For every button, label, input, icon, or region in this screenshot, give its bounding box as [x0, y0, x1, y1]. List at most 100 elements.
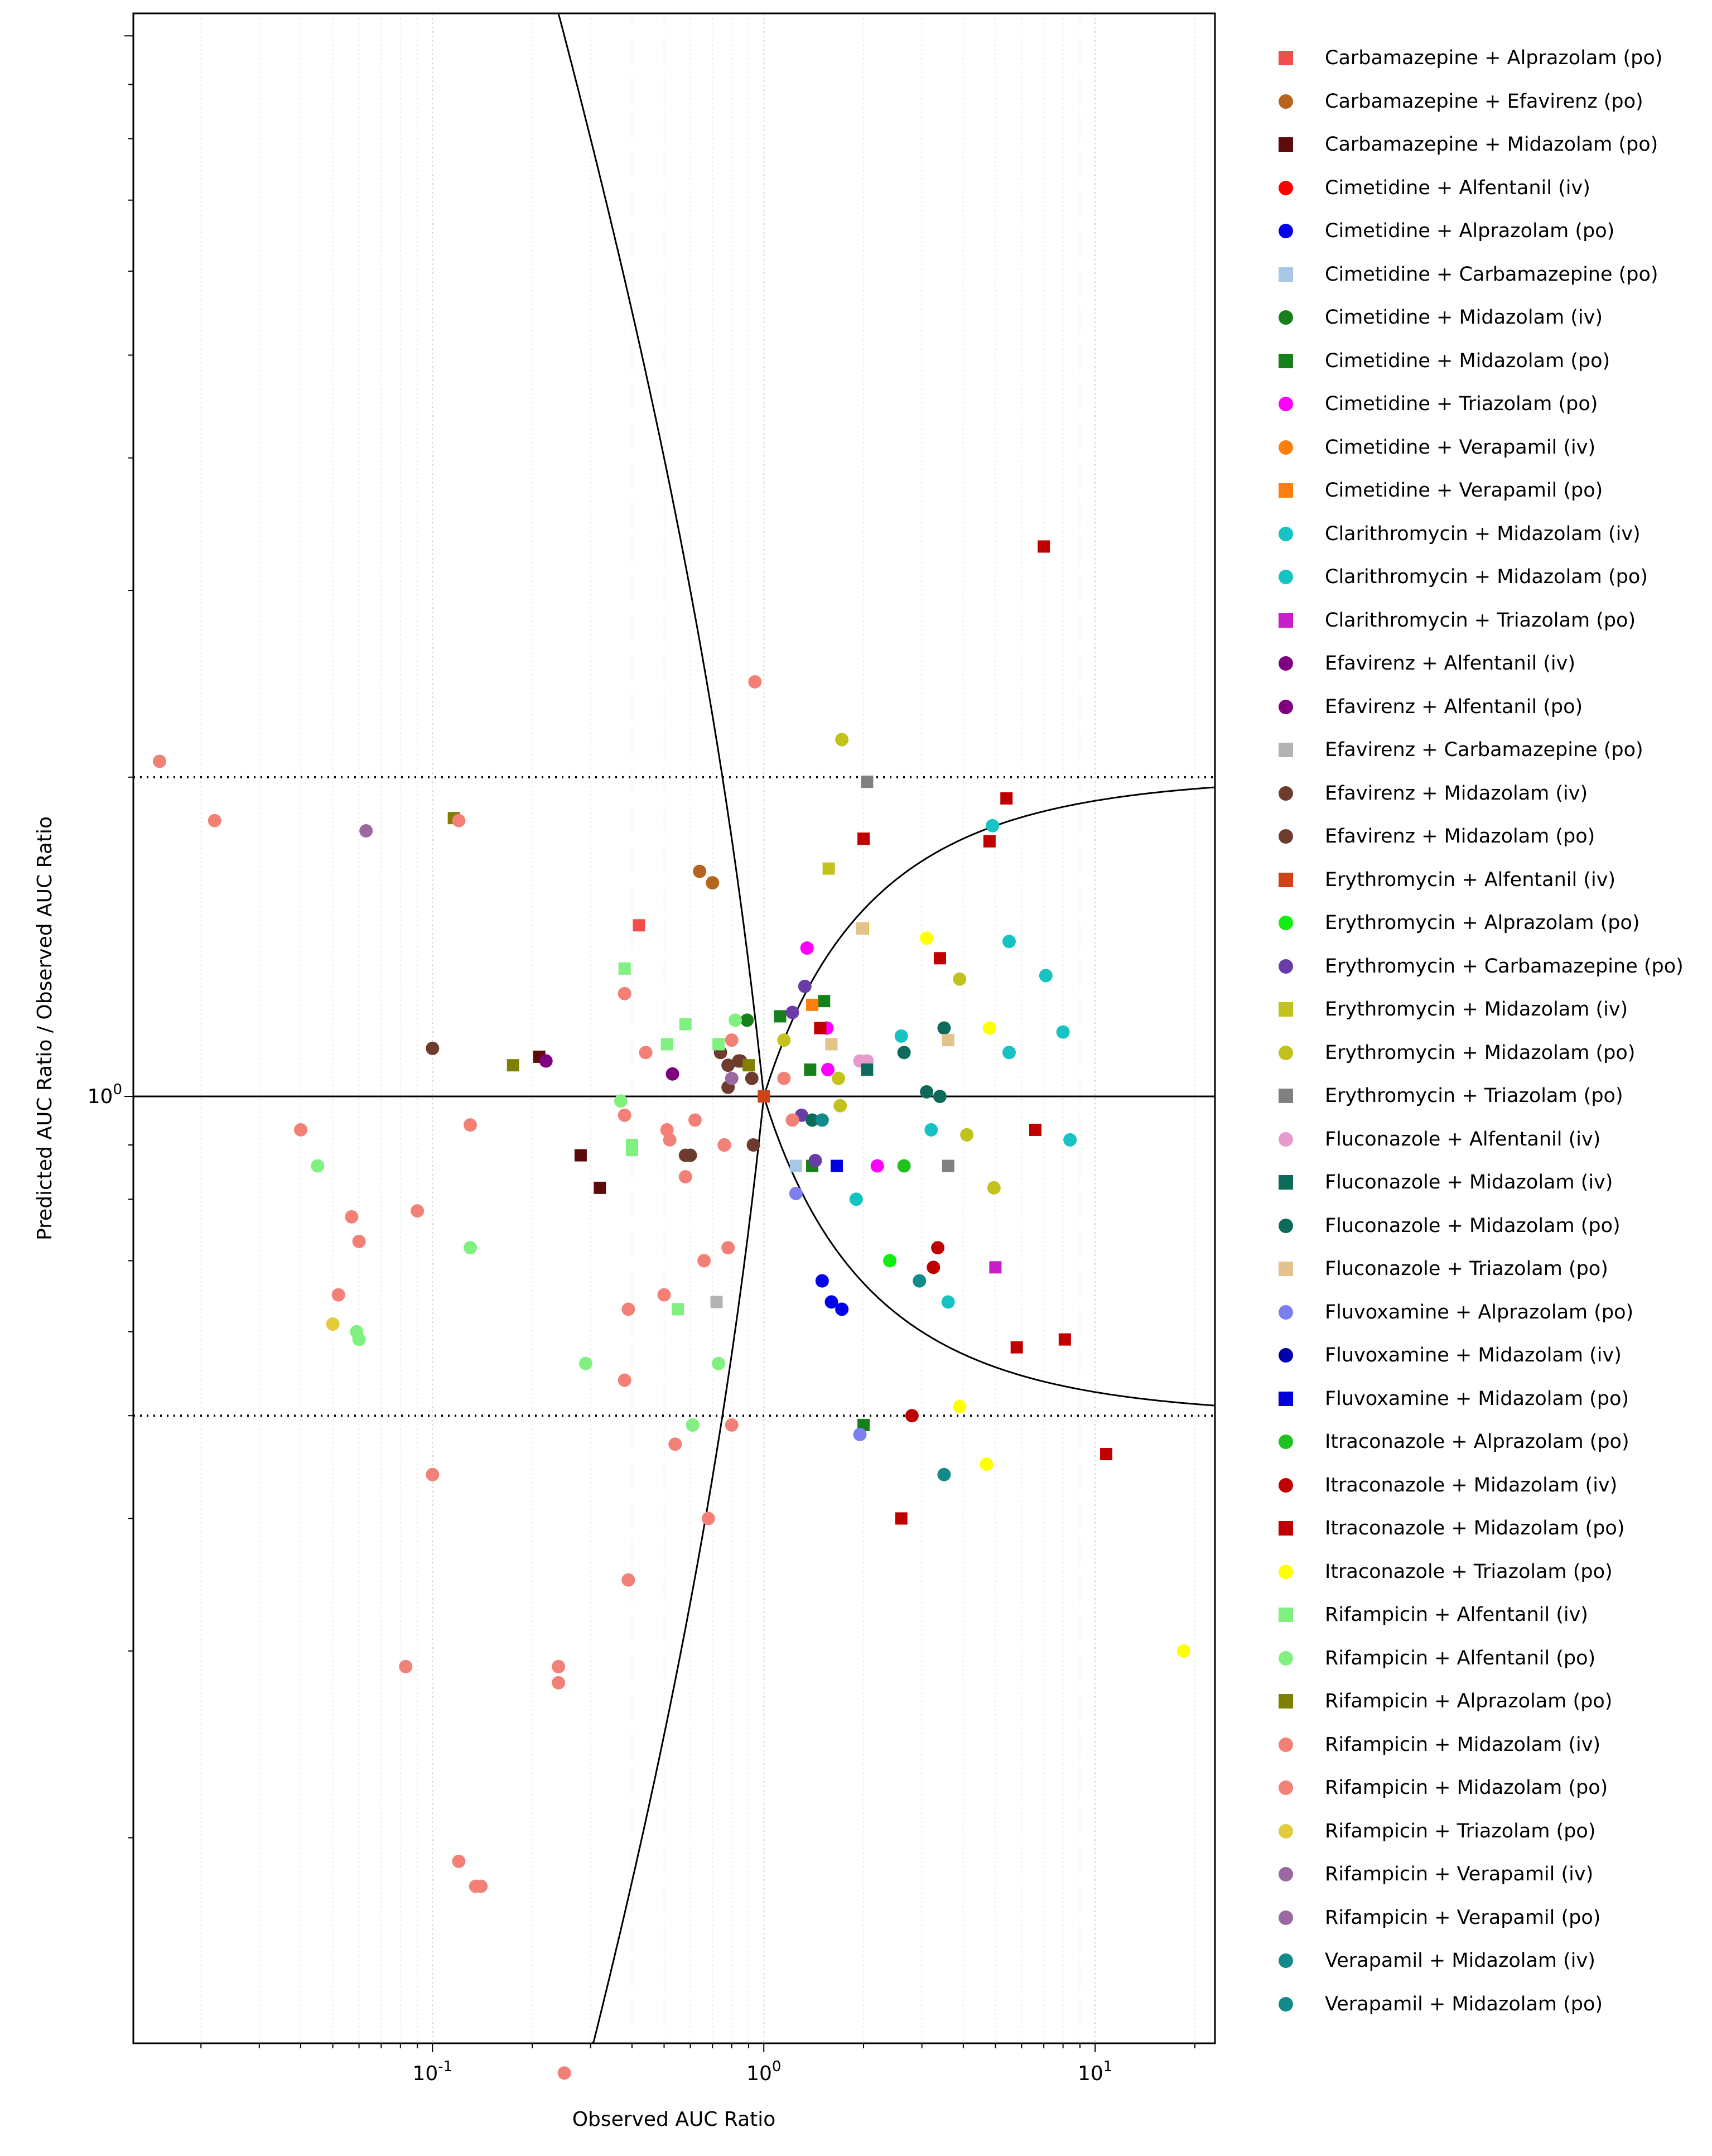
legend-item: Cimetidine + Verapamil (iv): [1266, 431, 1595, 464]
guest-limit-lower: [133, 1096, 1216, 2044]
data-point: [937, 1467, 951, 1481]
data-point: [399, 1659, 413, 1673]
data-point: [774, 1010, 787, 1023]
square-marker-icon: [1279, 743, 1293, 757]
legend-label: Carbamazepine + Efavirenz (po): [1325, 90, 1643, 113]
data-point: [960, 1128, 974, 1142]
data-point: [574, 1149, 587, 1162]
legend-label: Cimetidine + Midazolam (iv): [1325, 306, 1603, 329]
data-point: [426, 1041, 440, 1055]
square-marker-icon: [1279, 872, 1293, 887]
data-point: [725, 1033, 739, 1047]
data-point: [808, 1153, 822, 1167]
legend-item: Cimetidine + Carbamazepine (po): [1266, 258, 1658, 291]
legend-label: Rifampicin + Verapamil (iv): [1325, 1863, 1594, 1885]
data-point: [686, 1418, 700, 1432]
data-point: [748, 675, 762, 689]
legend-label: Cimetidine + Alfentanil (iv): [1325, 176, 1590, 199]
circle-marker-icon: [1279, 310, 1293, 325]
legend-label: Rifampicin + Triazolam (po): [1325, 1820, 1596, 1842]
data-point: [452, 814, 466, 827]
circle-marker-icon: [1279, 1478, 1293, 1493]
circle-marker-icon: [1279, 397, 1293, 411]
data-point: [1100, 1448, 1113, 1461]
data-point: [746, 1138, 760, 1152]
data-point: [989, 1261, 1002, 1274]
legend-item: Efavirenz + Alfentanil (po): [1266, 690, 1583, 724]
data-point: [815, 1274, 829, 1288]
legend-item: Rifampicin + Midazolam (po): [1266, 1771, 1608, 1804]
data-point: [618, 962, 631, 975]
legend-label: Rifampicin + Alfentanil (po): [1325, 1647, 1596, 1669]
data-point: [311, 1159, 325, 1173]
circle-marker-icon: [1279, 1867, 1293, 1881]
data-point: [331, 1288, 345, 1302]
circle-marker-icon: [1279, 1953, 1293, 1968]
data-point: [894, 1029, 908, 1043]
data-point: [777, 1033, 791, 1047]
data-point: [942, 1159, 954, 1172]
legend-item: Fluconazole + Alfentanil (iv): [1266, 1123, 1600, 1156]
data-point: [742, 1059, 755, 1072]
square-marker-icon: [1279, 613, 1293, 628]
legend-label: Efavirenz + Alfentanil (iv): [1325, 652, 1575, 675]
data-point: [870, 1159, 884, 1173]
data-point: [678, 1148, 692, 1162]
data-point: [717, 1138, 731, 1152]
circle-marker-icon: [1279, 1045, 1293, 1060]
legend-label: Rifampicin + Alfentanil (iv): [1325, 1604, 1588, 1626]
legend-label: Carbamazepine + Alprazolam (po): [1325, 47, 1663, 69]
data-point: [1058, 1333, 1071, 1346]
square-marker-icon: [1279, 483, 1293, 498]
legend-item: Fluconazole + Triazolam (po): [1266, 1252, 1608, 1286]
data-point: [474, 1879, 488, 1893]
data-point: [804, 1063, 817, 1076]
data-point: [941, 1295, 955, 1309]
data-point: [1002, 1046, 1016, 1060]
data-point: [1039, 969, 1053, 983]
data-point: [678, 1170, 692, 1183]
square-marker-icon: [1279, 1521, 1293, 1536]
circle-marker-icon: [1279, 1780, 1293, 1795]
circle-marker-icon: [1279, 1737, 1293, 1752]
legend-item: Clarithromycin + Midazolam (po): [1266, 560, 1648, 594]
data-point: [1176, 1644, 1190, 1658]
legend-label: Rifampicin + Midazolam (po): [1325, 1777, 1608, 1799]
square-marker-icon: [1279, 1002, 1293, 1017]
circle-marker-icon: [1279, 786, 1293, 801]
data-point: [830, 1159, 843, 1172]
data-point: [614, 1094, 628, 1108]
legend-label: Erythromycin + Midazolam (iv): [1325, 998, 1628, 1021]
data-point: [785, 1005, 799, 1019]
legend-label: Cimetidine + Midazolam (po): [1325, 349, 1610, 372]
legend-label: Efavirenz + Carbamazepine (po): [1325, 739, 1643, 761]
circle-marker-icon: [1279, 1132, 1293, 1147]
data-point: [326, 1317, 340, 1331]
data-point: [552, 1676, 566, 1690]
circle-marker-icon: [1279, 1996, 1293, 2011]
data-point: [937, 1021, 951, 1035]
circle-marker-icon: [1279, 916, 1293, 930]
data-point: [725, 1071, 739, 1085]
square-marker-icon: [1279, 137, 1293, 152]
legend-item: Verapamil + Midazolam (po): [1266, 1987, 1603, 2021]
data-point: [701, 1512, 715, 1525]
axis-ticks: 10-1 100 101 100: [88, 35, 1195, 2085]
legend-item: Itraconazole + Alprazolam (po): [1266, 1425, 1629, 1459]
circle-marker-icon: [1279, 959, 1293, 974]
legend-item: Rifampicin + Alprazolam (po): [1266, 1685, 1612, 1718]
data-point: [618, 1373, 631, 1387]
circle-marker-icon: [1279, 526, 1293, 541]
legend-label: Itraconazole + Triazolam (po): [1325, 1560, 1613, 1583]
data-point: [953, 1399, 967, 1413]
square-marker-icon: [1279, 353, 1293, 368]
data-point: [745, 1071, 759, 1085]
circle-marker-icon: [1279, 94, 1293, 109]
legend-label: Carbamazepine + Midazolam (po): [1325, 133, 1658, 156]
data-point: [578, 1356, 592, 1370]
data-point: [987, 1181, 1001, 1195]
data-point: [672, 1303, 684, 1316]
circle-marker-icon: [1279, 829, 1293, 844]
legend-label: Erythromycin + Carbamazepine (po): [1325, 955, 1684, 978]
